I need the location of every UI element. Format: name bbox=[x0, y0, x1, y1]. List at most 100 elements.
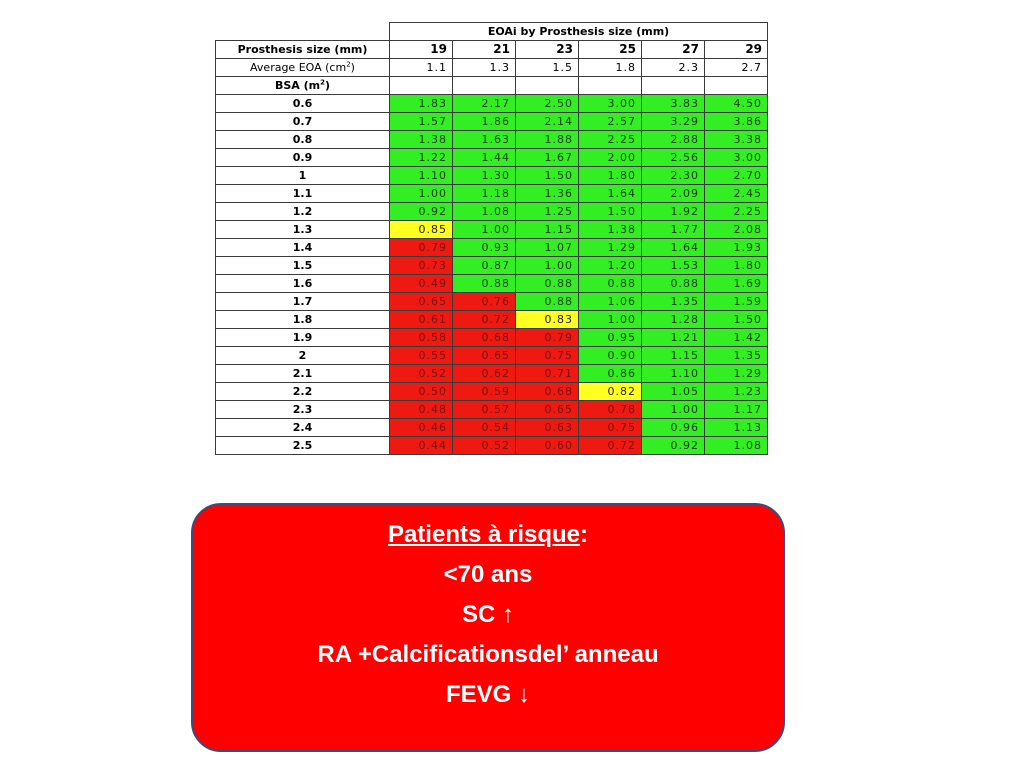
eoai-cell: 0.60 bbox=[515, 436, 579, 455]
eoai-cell: 3.00 bbox=[578, 94, 642, 113]
eoai-cell: 0.61 bbox=[389, 310, 453, 329]
bsa-value: 0.8 bbox=[215, 130, 390, 149]
empty-cell bbox=[703, 76, 769, 95]
eoai-cell: 0.68 bbox=[452, 328, 516, 347]
table-row: 1.7 0.65 0.76 0.88 1.06 1.35 1.59 bbox=[215, 292, 769, 311]
empty-cell bbox=[515, 76, 579, 95]
bsa-value: 1.7 bbox=[215, 292, 390, 311]
avg-eoa-label: Average EOA (cm2) bbox=[215, 58, 390, 77]
table-row: 1.6 0.49 0.88 0.88 0.88 0.88 1.69 bbox=[215, 274, 769, 293]
eoai-cell: 0.92 bbox=[641, 436, 705, 455]
eoai-cell: 1.08 bbox=[452, 202, 516, 221]
eoai-cell: 3.38 bbox=[703, 130, 769, 149]
eoai-cell: 0.58 bbox=[389, 328, 453, 347]
eoai-cell: 2.45 bbox=[703, 184, 769, 203]
eoai-cell: 1.35 bbox=[641, 292, 705, 311]
avg-eoa-value: 2.3 bbox=[641, 58, 705, 77]
eoai-cell: 0.55 bbox=[389, 346, 453, 365]
eoai-cell: 3.86 bbox=[703, 112, 769, 131]
eoai-cell: 1.00 bbox=[452, 220, 516, 239]
eoai-cell: 0.52 bbox=[389, 364, 453, 383]
eoai-cell: 1.05 bbox=[641, 382, 705, 401]
table-row: 2 0.55 0.65 0.75 0.90 1.15 1.35 bbox=[215, 346, 769, 365]
empty-cell bbox=[389, 76, 453, 95]
table-row: 0.9 1.22 1.44 1.67 2.00 2.56 3.00 bbox=[215, 148, 769, 167]
risk-heading: Patients à risque bbox=[387, 521, 581, 548]
eoai-cell: 0.62 bbox=[452, 364, 516, 383]
bsa-value: 1.3 bbox=[215, 220, 390, 239]
bsa-label-text: BSA (m bbox=[274, 79, 321, 92]
eoai-cell: 2.17 bbox=[452, 94, 516, 113]
eoai-cell: 0.48 bbox=[389, 400, 453, 419]
eoai-cell: 2.30 bbox=[641, 166, 705, 185]
eoai-cell: 0.90 bbox=[578, 346, 642, 365]
bsa-value: 0.6 bbox=[215, 94, 390, 113]
eoai-cell: 0.65 bbox=[452, 346, 516, 365]
table-row: 0.8 1.38 1.63 1.88 2.25 2.88 3.38 bbox=[215, 130, 769, 149]
bsa-label-sup: 2 bbox=[320, 78, 325, 87]
eoai-cell: 0.88 bbox=[452, 274, 516, 293]
eoai-cell: 0.85 bbox=[389, 220, 453, 239]
eoai-cell: 1.83 bbox=[389, 94, 453, 113]
size-27: 27 bbox=[641, 40, 705, 59]
size-label: Prosthesis size (mm) bbox=[215, 40, 390, 59]
eoai-cell: 0.72 bbox=[452, 310, 516, 329]
eoai-cell: 1.00 bbox=[578, 310, 642, 329]
eoai-cell: 0.68 bbox=[515, 382, 579, 401]
eoai-cell: 0.71 bbox=[515, 364, 579, 383]
avg-eoa-label-close: ) bbox=[350, 61, 355, 74]
eoai-cell: 1.38 bbox=[578, 220, 642, 239]
risk-lvef: FEVG bbox=[445, 681, 518, 708]
eoai-cell: 2.57 bbox=[578, 112, 642, 131]
eoai-cell: 1.64 bbox=[641, 238, 705, 257]
eoai-cell: 0.93 bbox=[452, 238, 516, 257]
eoai-cell: 1.20 bbox=[578, 256, 642, 275]
eoai-cell: 0.88 bbox=[515, 292, 579, 311]
eoai-cell: 0.76 bbox=[452, 292, 516, 311]
eoai-cell: 0.95 bbox=[578, 328, 642, 347]
avg-eoa-value: 1.3 bbox=[452, 58, 516, 77]
avg-eoa-row: Average EOA (cm2) 1.1 1.3 1.5 1.8 2.3 2.… bbox=[215, 58, 769, 77]
risk-calcification: RA +Calcificationsdel’ anneau bbox=[317, 641, 659, 668]
eoai-cell: 0.73 bbox=[389, 256, 453, 275]
avg-eoa-value: 2.7 bbox=[703, 58, 769, 77]
eoai-cell: 2.14 bbox=[515, 112, 579, 131]
eoai-cell: 1.00 bbox=[641, 400, 705, 419]
bsa-value: 1 bbox=[215, 166, 390, 185]
eoai-cell: 0.82 bbox=[578, 382, 642, 401]
table-row: 1 1.10 1.30 1.50 1.80 2.30 2.70 bbox=[215, 166, 769, 185]
size-29: 29 bbox=[703, 40, 769, 59]
eoai-cell: 0.96 bbox=[641, 418, 705, 437]
avg-eoa-value: 1.5 bbox=[515, 58, 579, 77]
eoai-cell: 0.63 bbox=[515, 418, 579, 437]
eoai-cell: 0.83 bbox=[515, 310, 579, 329]
eoai-cell: 1.08 bbox=[703, 436, 769, 455]
bsa-value: 1.8 bbox=[215, 310, 390, 329]
eoai-cell: 1.18 bbox=[452, 184, 516, 203]
eoai-cell: 1.93 bbox=[703, 238, 769, 257]
eoai-cell: 0.65 bbox=[515, 400, 579, 419]
eoai-cell: 2.09 bbox=[641, 184, 705, 203]
bsa-value: 2.5 bbox=[215, 436, 390, 455]
eoai-cell: 1.23 bbox=[703, 382, 769, 401]
eoai-cell: 1.86 bbox=[452, 112, 516, 131]
eoai-cell: 0.88 bbox=[578, 274, 642, 293]
arrow-up-icon: ↑ bbox=[502, 601, 514, 628]
avg-eoa-label-sup: 2 bbox=[346, 60, 351, 69]
eoai-cell: 0.52 bbox=[452, 436, 516, 455]
eoai-cell: 1.44 bbox=[452, 148, 516, 167]
eoai-cell: 3.00 bbox=[703, 148, 769, 167]
table-row: 1.3 0.85 1.00 1.15 1.38 1.77 2.08 bbox=[215, 220, 769, 239]
eoai-cell: 1.80 bbox=[703, 256, 769, 275]
eoai-cell: 0.44 bbox=[389, 436, 453, 455]
eoai-cell: 1.15 bbox=[515, 220, 579, 239]
table-row: 1.8 0.61 0.72 0.83 1.00 1.28 1.50 bbox=[215, 310, 769, 329]
risk-heading-line: Patients à risque: bbox=[193, 515, 783, 555]
table-row: 2.1 0.52 0.62 0.71 0.86 1.10 1.29 bbox=[215, 364, 769, 383]
avg-eoa-label-text: Average EOA (cm bbox=[250, 61, 347, 74]
table-row: 1.4 0.79 0.93 1.07 1.29 1.64 1.93 bbox=[215, 238, 769, 257]
size-21: 21 bbox=[452, 40, 516, 59]
eoai-cell: 0.50 bbox=[389, 382, 453, 401]
empty-cell bbox=[452, 76, 516, 95]
eoai-cell: 2.50 bbox=[515, 94, 579, 113]
